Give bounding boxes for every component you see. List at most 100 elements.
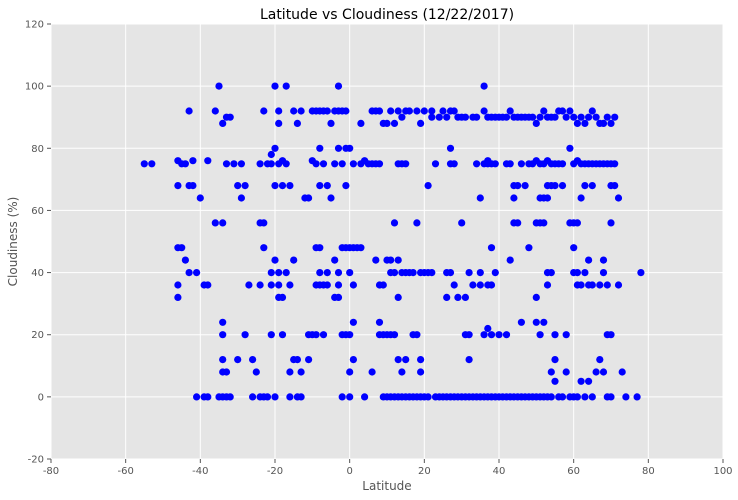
data-point: [573, 393, 582, 401]
data-point: [331, 256, 339, 264]
y-tick-label: 40: [31, 268, 44, 279]
data-point: [275, 107, 283, 115]
data-point: [540, 318, 548, 326]
data-point: [338, 160, 346, 168]
data-point: [316, 244, 324, 252]
data-point: [476, 269, 484, 277]
data-point: [491, 269, 499, 277]
data-point: [596, 356, 604, 364]
data-point: [521, 182, 529, 190]
data-point: [249, 356, 257, 364]
data-point: [379, 281, 387, 289]
x-tick-label: -20: [267, 466, 283, 477]
data-point: [506, 107, 514, 115]
data-point: [424, 182, 432, 190]
data-point: [551, 377, 559, 385]
data-point: [487, 244, 496, 252]
data-point: [428, 269, 436, 277]
data-point: [338, 393, 346, 401]
data-point: [312, 281, 320, 289]
data-point: [603, 113, 611, 121]
data-point: [465, 269, 473, 277]
data-point: [413, 219, 421, 227]
data-point: [271, 82, 279, 90]
data-point: [543, 281, 552, 289]
data-point: [263, 393, 272, 401]
data-point: [275, 119, 283, 127]
data-point: [249, 393, 257, 401]
data-point: [413, 107, 421, 115]
x-tick-label: 80: [642, 466, 655, 477]
data-point: [465, 356, 473, 364]
data-point: [566, 144, 574, 152]
data-point: [305, 356, 313, 364]
data-point: [375, 107, 384, 115]
x-tick-label: 40: [493, 466, 506, 477]
data-point: [260, 219, 268, 227]
data-point: [420, 107, 428, 115]
data-point: [297, 393, 305, 401]
data-point: [375, 318, 384, 326]
data-point: [346, 368, 354, 376]
data-point: [603, 393, 611, 401]
data-point: [189, 157, 197, 165]
data-point: [551, 356, 559, 364]
y-tick-label: -20: [28, 455, 44, 466]
data-point: [461, 293, 469, 301]
data-point: [346, 269, 354, 277]
data-point: [334, 82, 343, 90]
data-point: [547, 368, 555, 376]
data-point: [428, 113, 436, 121]
data-point: [405, 107, 413, 115]
data-point: [611, 182, 619, 190]
data-point: [473, 113, 481, 121]
data-point: [222, 160, 231, 168]
data-point: [275, 269, 283, 277]
data-point: [458, 219, 466, 227]
data-point: [174, 293, 182, 301]
data-point: [286, 368, 294, 376]
data-point: [234, 182, 242, 190]
data-point: [185, 107, 193, 115]
data-point: [148, 160, 156, 168]
data-point: [390, 219, 399, 227]
data-point: [383, 119, 391, 127]
data-point: [633, 393, 641, 401]
data-point: [532, 318, 540, 326]
x-tick-label: -40: [192, 466, 208, 477]
data-point: [331, 160, 339, 168]
data-point: [480, 331, 488, 339]
data-point: [547, 393, 555, 401]
data-point: [334, 281, 343, 289]
data-point: [446, 144, 455, 152]
data-point: [181, 160, 189, 168]
data-point: [323, 107, 331, 115]
data-point: [267, 160, 275, 168]
data-point: [174, 281, 182, 289]
data-point: [599, 119, 608, 127]
data-point: [278, 331, 287, 339]
data-point: [342, 182, 350, 190]
data-point: [487, 331, 496, 339]
data-point: [607, 331, 615, 339]
data-point: [573, 119, 582, 127]
data-point: [275, 281, 283, 289]
data-point: [375, 160, 384, 168]
data-point: [551, 331, 559, 339]
data-point: [611, 160, 619, 168]
data-point: [372, 256, 380, 264]
data-point: [271, 144, 279, 152]
data-point: [465, 331, 473, 339]
data-point: [230, 160, 238, 168]
data-point: [219, 356, 227, 364]
data-point: [480, 82, 488, 90]
data-point: [558, 107, 567, 115]
data-point: [536, 331, 544, 339]
data-point: [394, 107, 402, 115]
data-point: [603, 281, 611, 289]
data-point: [327, 194, 335, 202]
data-point: [443, 113, 451, 121]
data-point: [327, 119, 335, 127]
data-point: [390, 269, 399, 277]
data-point: [599, 368, 608, 376]
